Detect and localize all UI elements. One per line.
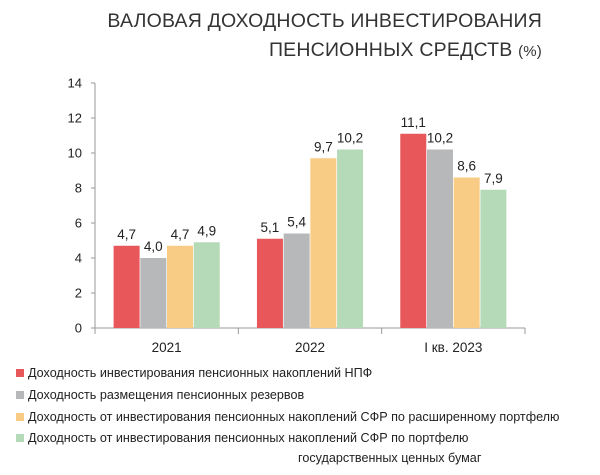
y-tick-label: 2 [75, 286, 82, 301]
data-label: 10,2 [427, 131, 453, 146]
y-tick-label: 10 [68, 146, 82, 161]
y-tick-label: 6 [75, 216, 82, 231]
legend-label-line1: Доходность от инвестирования пенсионных … [28, 431, 469, 445]
legend-swatch [16, 369, 24, 377]
legend-swatch [16, 413, 24, 421]
bar [400, 133, 427, 328]
data-label: 7,9 [484, 171, 503, 186]
bar [480, 189, 507, 328]
legend-item-reserves: Доходность размещения пенсионных резерво… [16, 384, 600, 406]
y-tick-label: 12 [68, 111, 82, 126]
y-tick-label: 4 [75, 251, 82, 266]
data-label: 11,1 [401, 115, 426, 130]
bar [140, 258, 167, 328]
chart-title-line1: ВАЛОВАЯ ДОХОДНОСТЬ ИНВЕСТИРОВАНИЯ [107, 10, 542, 32]
data-label: 10,2 [337, 131, 363, 146]
legend-label: Доходность инвестирования пенсионных нак… [28, 366, 373, 380]
data-label: 5,1 [261, 220, 280, 235]
data-label: 4,0 [144, 239, 163, 254]
chart-title-line2: ПЕНСИОННЫХ СРЕДСТВ (%) [269, 39, 542, 62]
x-tick-label: 2021 [152, 340, 182, 355]
data-label: 8,6 [457, 159, 476, 174]
legend-swatch [16, 391, 24, 399]
x-tick-label: I кв. 2023 [424, 340, 482, 355]
bar [256, 238, 283, 328]
data-label: 5,4 [287, 215, 306, 230]
y-tick-label: 14 [68, 76, 82, 91]
bar [453, 177, 480, 328]
bar-chart: 0 2 4 6 8 10 12 14 4,7 4,0 4,7 4,9 2021 5,1 5,4 9,7 10,2… [68, 76, 526, 355]
bar [337, 149, 364, 328]
y-tick-label: 8 [75, 181, 82, 196]
bar [283, 233, 310, 328]
legend-label-line2: государственных ценных бумаг [298, 451, 482, 465]
legend-item-sfr-government: Доходность от инвестирования пенсионных … [16, 428, 588, 468]
data-label: 4,7 [171, 227, 190, 242]
legend-swatch [16, 434, 24, 442]
bar [310, 158, 337, 328]
legend-item-npf: Доходность инвестирования пенсионных нак… [16, 362, 600, 384]
data-label: 4,9 [197, 223, 216, 238]
y-tick-label: 0 [75, 321, 82, 336]
legend-label: Доходность от инвестирования пенсионных … [28, 410, 560, 424]
bar [193, 242, 220, 328]
data-label: 4,7 [117, 227, 136, 242]
data-label: 9,7 [314, 139, 333, 154]
legend-item-sfr-extended: Доходность от инвестирования пенсионных … [16, 406, 600, 428]
x-tick-label: 2022 [295, 340, 325, 355]
legend-label: Доходность размещения пенсионных резерво… [28, 388, 305, 402]
chart-title-text: ПЕНСИОННЫХ СРЕДСТВ [268, 39, 513, 61]
bar [113, 245, 140, 328]
chart-legend: Доходность инвестирования пенсионных нак… [16, 362, 600, 468]
chart-title-unit: (%) [518, 43, 542, 60]
bar [426, 149, 453, 328]
bar [167, 245, 194, 328]
